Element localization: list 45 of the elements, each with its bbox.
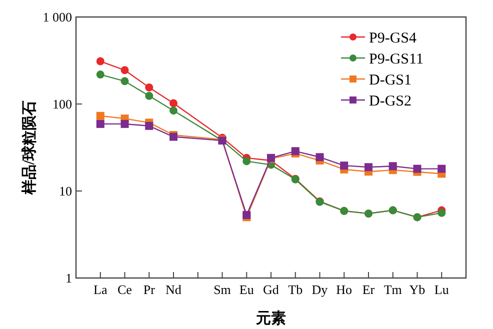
point — [170, 99, 178, 108]
point — [340, 162, 348, 170]
point — [242, 157, 251, 166]
point — [388, 162, 397, 170]
x-tick-label: Eu — [239, 282, 254, 297]
legend-label: D-GS1 — [369, 72, 412, 88]
point — [145, 92, 154, 100]
x-tick-label: Sm — [214, 282, 231, 297]
point — [438, 208, 446, 217]
x-tick-label: Dy — [312, 282, 328, 297]
x-tick-label: Er — [362, 282, 376, 297]
y-tick-label: 10 — [59, 184, 72, 199]
point — [96, 70, 104, 79]
y-tick-label: 1 — [66, 270, 72, 286]
legend-label: D-GS2 — [369, 93, 412, 110]
point — [96, 120, 104, 128]
point — [170, 106, 178, 115]
point — [242, 210, 251, 219]
x-tick-label: Ho — [336, 282, 352, 297]
point — [96, 112, 104, 120]
point — [364, 163, 372, 172]
point — [413, 164, 422, 173]
x-tick-label: La — [94, 282, 108, 297]
point — [145, 122, 154, 130]
y-axis-title: 样品/球粒陨石 — [21, 100, 38, 196]
x-axis-title: 元素 — [255, 310, 286, 327]
point — [120, 77, 129, 86]
y-tick-label: 1 000 — [42, 10, 72, 25]
point — [96, 57, 104, 66]
point — [316, 153, 324, 162]
y-tick-label: 100 — [52, 96, 72, 112]
x-tick-label: Tb — [288, 282, 303, 297]
legend-label: P9-GS4 — [369, 30, 418, 46]
point — [120, 120, 129, 128]
x-tick-label: Pr — [143, 282, 156, 297]
x-tick-label: Lu — [434, 282, 450, 297]
x-tick-label: Ce — [118, 282, 132, 297]
point — [145, 83, 154, 92]
x-tick-label: Tm — [384, 282, 402, 297]
x-tick-label: Yb — [409, 282, 426, 297]
x-tick-label: Nd — [166, 282, 182, 297]
point — [438, 164, 446, 173]
x-tick-label: Gd — [263, 282, 280, 297]
point — [120, 66, 129, 74]
legend-label: P9-GS11 — [369, 51, 424, 68]
